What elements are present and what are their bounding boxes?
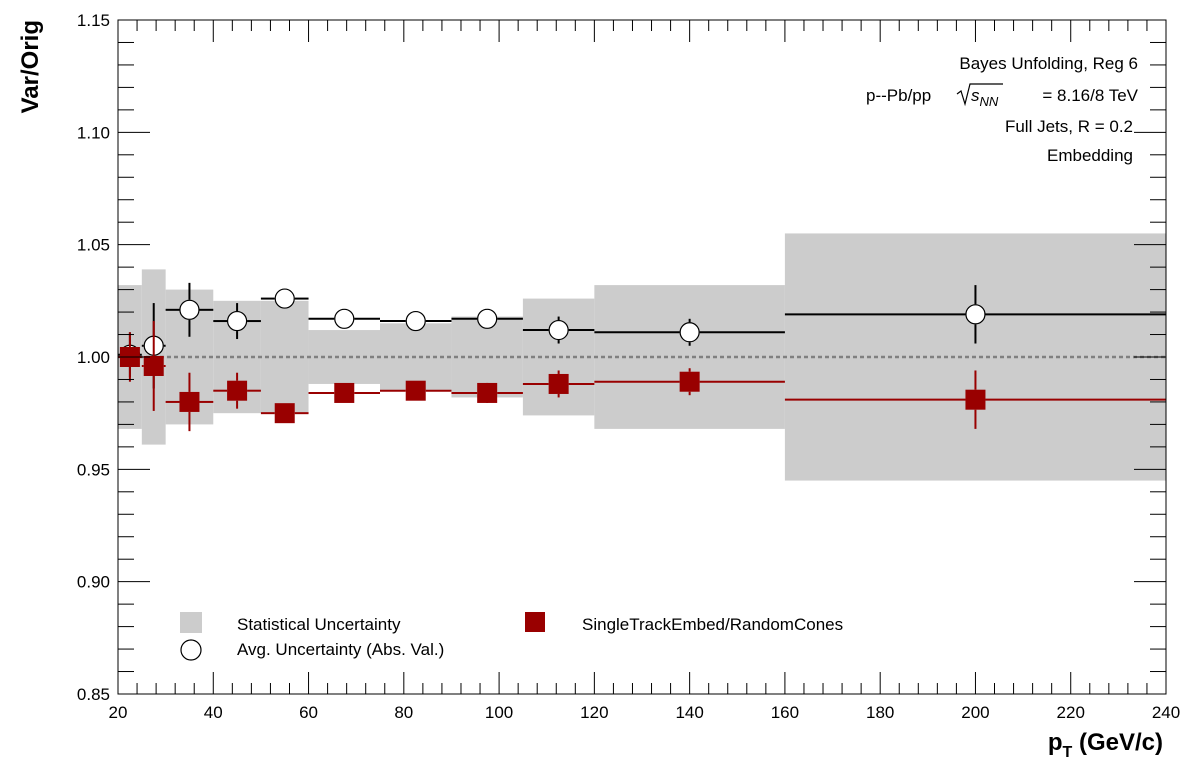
avg-point-7 bbox=[477, 308, 498, 329]
y-tick-labels: 0.85 0.90 0.95 1.00 1.05 1.10 1.15 bbox=[77, 11, 110, 704]
legend: Statistical Uncertainty Avg. Uncertainty… bbox=[180, 612, 843, 661]
info-line-3: Full Jets, R = 0.2 bbox=[1005, 117, 1133, 136]
avg-point-5 bbox=[334, 308, 355, 329]
avg-point-2 bbox=[179, 299, 200, 320]
legend-stat-swatch bbox=[180, 612, 202, 633]
x-tick-label: 180 bbox=[866, 703, 894, 722]
axis-ticks bbox=[117, 19, 1167, 695]
legend-avg-marker bbox=[180, 639, 202, 661]
legend-var-marker bbox=[525, 612, 545, 632]
x-axis-title-main: p bbox=[1048, 729, 1063, 756]
stat-band-9 bbox=[594, 285, 785, 429]
var-point-1 bbox=[143, 355, 164, 376]
legend-var-label: SingleTrackEmbed/RandomCones bbox=[582, 615, 843, 634]
info-line-4: Embedding bbox=[1047, 146, 1133, 165]
avg-point-8 bbox=[548, 319, 569, 341]
y-tick-label: 1.15 bbox=[77, 11, 110, 30]
var-point-3 bbox=[227, 380, 248, 401]
sqrt-symbol bbox=[956, 83, 1003, 107]
x-tick-label: 140 bbox=[675, 703, 703, 722]
info-line-2-suffix: = 8.16/8 TeV bbox=[1042, 86, 1138, 105]
avg-point-4 bbox=[274, 288, 295, 309]
x-tick-label: 240 bbox=[1152, 703, 1180, 722]
x-tick-label: 220 bbox=[1057, 703, 1085, 722]
info-line-2-s: sNN bbox=[971, 86, 999, 109]
x-tick-label: 20 bbox=[109, 703, 128, 722]
y-tick-label: 1.10 bbox=[77, 123, 110, 142]
variation-series bbox=[118, 321, 1166, 432]
x-tick-label: 100 bbox=[485, 703, 513, 722]
info-line-2-sub: NN bbox=[980, 94, 999, 109]
y-axis-title: Var/Orig bbox=[17, 20, 44, 113]
info-line-2-prefix: p--Pb/pp bbox=[866, 86, 931, 105]
var-point-2 bbox=[179, 391, 200, 412]
x-axis-title-unit: (GeV/c) bbox=[1072, 729, 1163, 756]
x-tick-label: 60 bbox=[299, 703, 318, 722]
y-tick-label: 0.95 bbox=[77, 460, 110, 479]
legend-stat-label: Statistical Uncertainty bbox=[237, 615, 401, 634]
var-point-6 bbox=[405, 380, 426, 401]
y-tick-label: 0.90 bbox=[77, 573, 110, 592]
x-axis-title-sub: T bbox=[1063, 744, 1073, 761]
x-tick-label: 40 bbox=[204, 703, 223, 722]
avg-point-6 bbox=[405, 310, 426, 332]
info-line-1: Bayes Unfolding, Reg 6 bbox=[959, 54, 1138, 73]
x-tick-labels: 20 40 60 80 100 120 140 160 180 200 220 240 bbox=[109, 703, 1181, 722]
legend-avg-label: Avg. Uncertainty (Abs. Val.) bbox=[237, 640, 444, 659]
var-point-7 bbox=[477, 382, 498, 403]
y-tick-label: 1.00 bbox=[77, 348, 110, 367]
var-point-4 bbox=[274, 403, 295, 424]
x-tick-label: 80 bbox=[394, 703, 413, 722]
avg-point-3 bbox=[226, 310, 248, 332]
x-tick-label: 200 bbox=[961, 703, 989, 722]
var-point-9 bbox=[679, 371, 700, 392]
var-point-8 bbox=[548, 373, 569, 394]
y-tick-label: 1.05 bbox=[77, 236, 110, 255]
x-axis-title: pT (GeV/c) bbox=[1048, 729, 1163, 761]
y-tick-label: 0.85 bbox=[77, 685, 110, 704]
info-box: Bayes Unfolding, Reg 6 p--Pb/pp sNN = 8.… bbox=[866, 54, 1139, 165]
var-point-10 bbox=[965, 389, 986, 410]
x-tick-label: 120 bbox=[580, 703, 608, 722]
avg-point-10 bbox=[965, 304, 986, 325]
var-point-5 bbox=[334, 382, 355, 403]
x-tick-label: 160 bbox=[771, 703, 799, 722]
avg-point-9 bbox=[679, 322, 700, 343]
